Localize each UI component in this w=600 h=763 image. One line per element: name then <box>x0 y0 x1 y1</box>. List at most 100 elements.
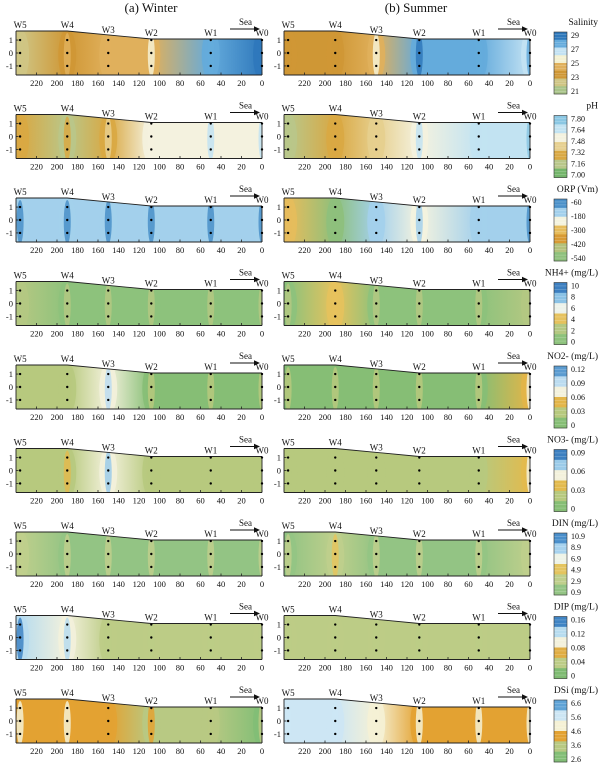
x-tick-label: 40 <box>485 162 494 172</box>
station-core <box>147 200 155 242</box>
sample-point <box>286 636 290 639</box>
x-tick-label: 20 <box>237 579 246 589</box>
colorbar-swatch <box>554 78 567 87</box>
x-tick-label: 20 <box>505 496 514 506</box>
sample-point <box>334 302 337 305</box>
x-tick-label: 160 <box>92 746 105 756</box>
site-label-W0: W0 <box>256 195 269 205</box>
sample-point <box>334 38 337 42</box>
sample-point <box>375 51 378 55</box>
sample-point <box>375 456 378 459</box>
colorbar-swatch <box>554 584 567 596</box>
site-label-W2: W2 <box>413 696 426 706</box>
sample-point <box>286 385 290 389</box>
sample-point <box>107 732 110 736</box>
station-core <box>258 701 262 743</box>
bank-line <box>284 531 530 541</box>
x-tick-label: 140 <box>380 78 393 88</box>
sea-label: Sea <box>507 435 520 445</box>
colorbar-swatch <box>554 543 567 554</box>
colorbar-swatch <box>554 168 567 178</box>
sample-point <box>209 623 212 626</box>
site-label-W3: W3 <box>370 693 383 703</box>
y-tick-label: -1 <box>274 228 281 238</box>
site-label-W3: W3 <box>370 109 383 119</box>
sample-point <box>528 231 532 235</box>
x-tick-label: 180 <box>339 663 352 673</box>
x-tick-label: 200 <box>319 245 332 255</box>
site-label-W1: W1 <box>204 112 217 122</box>
sample-point <box>66 122 69 125</box>
x-tick-label: 120 <box>133 412 146 422</box>
colorbar-swatch <box>554 710 567 721</box>
site-label-W4: W4 <box>61 271 74 281</box>
x-tick-label: 140 <box>380 663 393 673</box>
sea-arrow-head <box>522 109 528 116</box>
sample-point <box>260 302 264 305</box>
sample-point <box>286 289 290 292</box>
colorbar-swatch <box>554 86 567 95</box>
x-tick-label: 40 <box>485 412 494 422</box>
x-tick-label: 60 <box>464 663 473 673</box>
x-tick-label: 180 <box>71 245 84 255</box>
colorbar-swatch <box>554 252 567 262</box>
station-core <box>415 200 423 242</box>
summer-header: (b) Summer <box>385 0 448 15</box>
colorbar-title: DIN (mg/L) <box>552 518 598 529</box>
station-core <box>147 367 155 409</box>
colorbar-swatch <box>554 366 567 377</box>
sample-point <box>286 469 290 472</box>
x-tick-label: 100 <box>153 746 166 756</box>
colorbar-swatch <box>554 407 567 418</box>
x-tick-label: 220 <box>298 329 311 339</box>
station-core <box>63 283 71 326</box>
station-core <box>372 33 380 75</box>
sample-point <box>334 732 337 736</box>
y-tick-label: -1 <box>274 61 281 71</box>
sample-point <box>334 135 337 138</box>
y-tick-label: 1 <box>9 35 13 45</box>
station-core <box>372 283 380 326</box>
site-label-W0: W0 <box>524 362 537 372</box>
sample-point <box>334 218 337 222</box>
colorbar-tick-label: 4.9 <box>571 566 581 575</box>
x-tick-label: 140 <box>380 245 393 255</box>
sample-point <box>107 623 110 626</box>
station-core <box>147 283 155 326</box>
sample-point <box>107 636 110 639</box>
y-tick-label: -1 <box>6 478 13 488</box>
site-label-W3: W3 <box>370 359 383 369</box>
colorbar-6: DIN (mg/L) 10.9 8.9 6.9 4.9 2.9 0.9 <box>552 518 598 597</box>
sample-point <box>286 539 290 543</box>
x-tick-label: 160 <box>92 496 105 506</box>
x-tick-label: 60 <box>196 78 205 88</box>
x-tick-label: 80 <box>176 496 185 506</box>
x-tick-label: 20 <box>505 245 514 255</box>
y-tick-label: -1 <box>274 645 281 655</box>
sea-label: Sea <box>239 17 252 27</box>
x-tick-label: 100 <box>153 162 166 172</box>
x-tick-label: 140 <box>112 162 125 172</box>
sample-point <box>477 565 480 569</box>
site-label-W2: W2 <box>413 362 426 372</box>
y-tick-label: 1 <box>277 453 281 463</box>
colorbar-tick-label: 4 <box>571 315 575 324</box>
station-lobe <box>253 281 262 326</box>
station-core <box>475 200 483 242</box>
sample-point <box>528 482 532 485</box>
sample-point <box>260 148 264 151</box>
sample-point <box>528 565 532 569</box>
sample-point <box>260 565 264 569</box>
sample-point <box>477 205 480 209</box>
x-tick-label: 80 <box>444 663 453 673</box>
y-tick-label: -1 <box>6 311 13 321</box>
sample-point <box>150 302 153 305</box>
bank-line <box>284 114 530 123</box>
colorbar-tick-label: 23 <box>571 73 579 82</box>
site-label-W3: W3 <box>102 526 115 536</box>
colorbar-tick-label: 0 <box>571 338 575 347</box>
x-tick-label: 220 <box>30 412 43 422</box>
site-label-W5: W5 <box>14 521 27 531</box>
